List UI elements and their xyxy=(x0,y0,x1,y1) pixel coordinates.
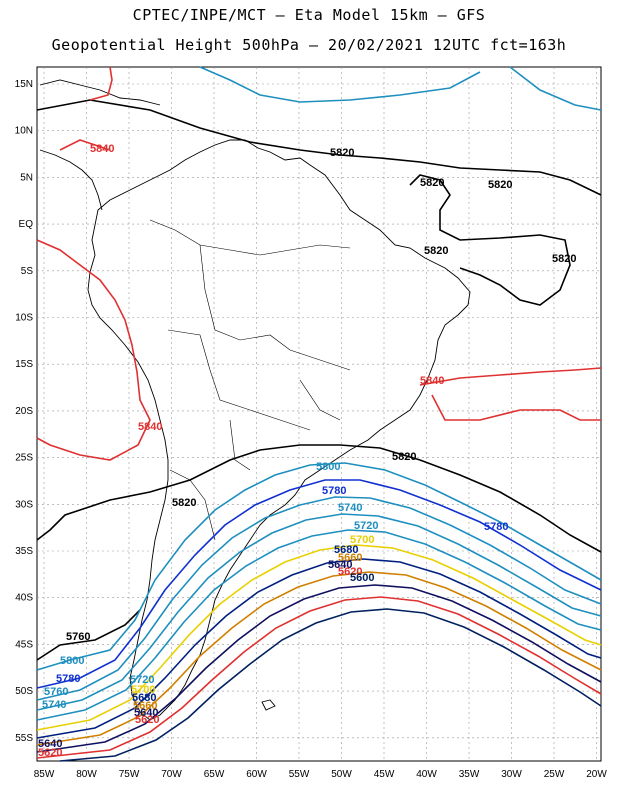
contour-5840-east2 xyxy=(431,394,601,421)
contour-label: 5820 xyxy=(424,245,448,257)
contour-5780 xyxy=(36,479,602,689)
map-subtitle: Geopotential Height 500hPa – 20/02/2021 … xyxy=(51,36,567,54)
contour-label: 5640 xyxy=(134,707,158,719)
contour-label: 5740 xyxy=(338,502,362,514)
lon-tick-label: 20W xyxy=(586,769,607,780)
lat-tick-label: 30S xyxy=(15,499,33,510)
contour-label: 5780 xyxy=(484,521,508,533)
contour-5760 xyxy=(36,496,602,701)
contour-label: 5760 xyxy=(44,686,68,698)
lat-tick-label: 25S xyxy=(15,453,33,464)
lat-tick-label: 50S xyxy=(15,686,33,697)
contour-label: 5720 xyxy=(130,674,154,686)
contour-label: 5620 xyxy=(38,747,62,759)
contour-5600 xyxy=(59,608,602,762)
lon-tick-label: 40W xyxy=(416,769,437,780)
contour-5820-north-east xyxy=(199,66,602,111)
lat-tick-label: 45S xyxy=(15,639,33,650)
contour-label: 5700 xyxy=(131,684,155,696)
contour-label: 5620 xyxy=(135,714,159,726)
contour-5720 xyxy=(36,529,602,721)
country-borders xyxy=(149,219,351,541)
contour-5820-south xyxy=(36,444,602,553)
contour-label: 5780 xyxy=(322,485,346,497)
contour-5740 xyxy=(36,513,602,711)
lat-tick-label: 15S xyxy=(15,359,33,370)
lon-tick-label: 75W xyxy=(119,769,140,780)
lon-tick-label: 80W xyxy=(76,769,97,780)
contour-label: 5740 xyxy=(42,699,66,711)
contour-label: 5600 xyxy=(350,572,374,584)
lat-tick-label: 35S xyxy=(15,546,33,557)
contour-label: 5800 xyxy=(316,461,340,473)
contour-label: 5820 xyxy=(172,497,196,509)
lon-tick-label: 45W xyxy=(374,769,395,780)
lon-tick-label: 65W xyxy=(204,769,225,780)
contour-label: 5820 xyxy=(330,147,354,159)
contour-label: 5620 xyxy=(338,566,362,578)
lat-tick-label: 10S xyxy=(15,313,33,324)
coastline-central-america xyxy=(39,149,103,211)
coastline-south-america xyxy=(87,139,471,721)
contour-5820-north xyxy=(36,99,602,196)
contour-label: 5660 xyxy=(338,552,362,564)
contour-label: 5820 xyxy=(420,177,444,189)
lon-tick-label: 70W xyxy=(161,769,182,780)
coastlines xyxy=(39,79,471,721)
lat-tick-label: 5S xyxy=(21,266,34,277)
lon-tick-label: 35W xyxy=(459,769,480,780)
contour-5800 xyxy=(36,462,602,671)
lat-tick-label: 20S xyxy=(15,406,33,417)
contour-label: 5800 xyxy=(60,655,84,667)
lon-tick-label: 25W xyxy=(544,769,565,780)
contour-label: 5840 xyxy=(138,421,162,433)
contour-5840-caribbean xyxy=(59,139,111,151)
axis-ticks: 15N 10N 5N EQ 5S 10S 15S 20S 25S 30S 35S 40S 45S 50S 5… xyxy=(15,79,608,780)
contour-label: 5820 xyxy=(488,179,512,191)
contour-label: 5760 xyxy=(66,631,90,643)
contour-label: 5820 xyxy=(392,451,416,463)
graticule xyxy=(37,67,601,761)
contour-label: 5660 xyxy=(133,700,157,712)
contour-5700 xyxy=(36,544,602,731)
contour-label: 5680 xyxy=(334,544,358,556)
contour-5820-patagonia xyxy=(36,609,141,661)
contour-label: 5640 xyxy=(328,559,352,571)
lat-tick-label: EQ xyxy=(19,219,34,230)
lon-tick-label: 85W xyxy=(34,769,55,780)
contour-5680 xyxy=(36,558,602,739)
lon-tick-label: 30W xyxy=(501,769,522,780)
contour-label: 5680 xyxy=(132,692,156,704)
contour-label: 5700 xyxy=(350,534,374,546)
contour-5640 xyxy=(36,584,602,753)
contour-label: 5720 xyxy=(354,520,378,532)
contour-5820-east xyxy=(409,174,571,306)
contour-label: 5780 xyxy=(56,673,80,685)
contour-label: 5840 xyxy=(90,143,114,155)
contour-label: 5840 xyxy=(420,375,444,387)
contour-top-left xyxy=(89,66,113,101)
height-contours xyxy=(36,66,602,762)
lat-tick-label: 55S xyxy=(15,733,33,744)
map-title: CPTEC/INPE/MCT – Eta Model 15km – GFS xyxy=(132,6,486,24)
contour-5620 xyxy=(36,596,602,759)
coastline-caribbean xyxy=(39,79,161,106)
contour-label: 5640 xyxy=(38,738,62,750)
contour-5660 xyxy=(36,571,602,746)
lat-tick-label: 15N xyxy=(15,79,33,90)
lon-tick-label: 60W xyxy=(246,769,267,780)
lat-tick-label: 40S xyxy=(15,593,33,604)
contour-labels: 5840 5820 5820 5820 5820 5820 5840 5840 … xyxy=(38,143,576,759)
contour-5840-east xyxy=(419,367,602,386)
contour-5840-north xyxy=(36,239,151,461)
lat-tick-label: 10N xyxy=(15,126,33,137)
lon-tick-label: 55W xyxy=(289,769,310,780)
lon-tick-label: 50W xyxy=(331,769,352,780)
contour-label: 5820 xyxy=(552,253,576,265)
coastline-falklands xyxy=(261,699,276,711)
lat-tick-label: 5N xyxy=(20,172,33,183)
